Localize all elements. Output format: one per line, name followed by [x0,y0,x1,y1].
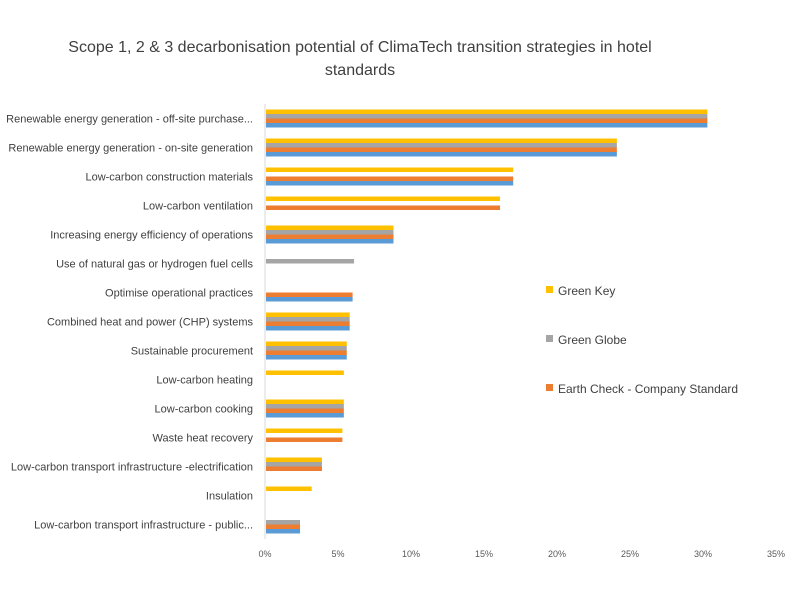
category-label: Low-carbon ventilation [143,201,253,213]
bar-green-key [266,167,514,172]
bar-series-3 [266,297,353,302]
category-label: Renewable energy generation - on-site ge… [8,143,253,155]
bar-earth-check-company-standard [266,234,394,239]
x-tick-label: 5% [331,549,344,559]
bar-green-globe [266,317,350,322]
bar-green-globe [266,404,344,409]
category-label: Waste heat recovery [153,433,254,445]
bar-green-key [266,138,617,143]
bar-green-key [266,225,394,230]
bar-green-key [266,486,312,491]
bar-earth-check-company-standard [266,176,514,181]
bar-green-globe [266,462,322,467]
bar-earth-check-company-standard [266,408,344,413]
legend-swatch-earth-check [546,384,553,392]
bar-earth-check-company-standard [266,205,501,210]
bar-earth-check-company-standard [266,118,708,123]
bar-earth-check-company-standard [266,350,347,355]
x-tick-label: 10% [402,549,420,559]
legend-item-green-globe: Green Globe [546,332,627,347]
bar-series-3 [266,529,301,534]
bar-green-key [266,341,347,346]
bar-series-3 [266,239,394,244]
bar-green-globe [266,143,617,148]
legend-label: Green Globe [558,332,627,347]
legend-swatch-green-key [546,286,553,294]
category-label: Optimise operational practices [105,288,253,300]
bar-green-globe [266,230,394,235]
bar-series-3 [266,181,514,186]
bar-series-3 [266,413,344,418]
category-label: Renewable energy generation - off-site p… [6,114,253,126]
bar-green-key [266,428,343,433]
category-label: Increasing energy efficiency of operatio… [50,230,253,242]
category-label: Sustainable procurement [131,346,253,358]
x-tick-label: 25% [621,549,639,559]
category-label: Low-carbon construction materials [85,172,253,184]
legend-item-green-key: Green Key [546,283,615,298]
bar-green-key [266,457,322,462]
bar-green-key [266,399,344,404]
bar-earth-check-company-standard [266,321,350,326]
bar-earth-check-company-standard [266,292,353,297]
category-label: Use of natural gas or hydrogen fuel cell… [56,259,253,271]
bar-series-3 [266,152,617,157]
legend-label: Earth Check - Company Standard [558,381,739,396]
category-label: Low-carbon cooking [155,404,253,416]
bar-green-key [266,196,501,201]
bar-green-globe [266,520,301,525]
bar-green-globe [266,114,708,119]
bar-green-key [266,312,350,317]
bar-earth-check-company-standard [266,466,322,471]
legend-swatch-green-globe [546,335,553,343]
bar-green-globe [266,259,355,264]
bar-earth-check-company-standard [266,147,617,152]
bar-series-3 [266,123,708,128]
category-label: Combined heat and power (CHP) systems [47,317,254,329]
x-tick-label: 15% [475,549,493,559]
bar-green-globe [266,346,347,351]
legend-item-earth-check: Earth Check - Company Standard [546,381,738,396]
category-label: Low-carbon heating [156,375,253,387]
bar-earth-check-company-standard [266,437,343,442]
bar-series-3 [266,355,347,360]
x-tick-label: 0% [258,549,271,559]
x-tick-label: 30% [694,549,712,559]
legend-label: Green Key [558,283,616,298]
category-label: Insulation [206,491,253,503]
bar-series-3 [266,326,350,331]
chart-title: Scope 1, 2 & 3 decarbonisation potential… [68,39,652,79]
bar-green-key [266,109,708,114]
bar-earth-check-company-standard [266,524,301,529]
bar-green-key [266,370,344,375]
x-tick-label: 35% [767,549,785,559]
category-label: Low-carbon transport infrastructure -ele… [11,462,253,474]
category-label: Low-carbon transport infrastructure - pu… [34,520,253,532]
x-tick-label: 20% [548,549,566,559]
